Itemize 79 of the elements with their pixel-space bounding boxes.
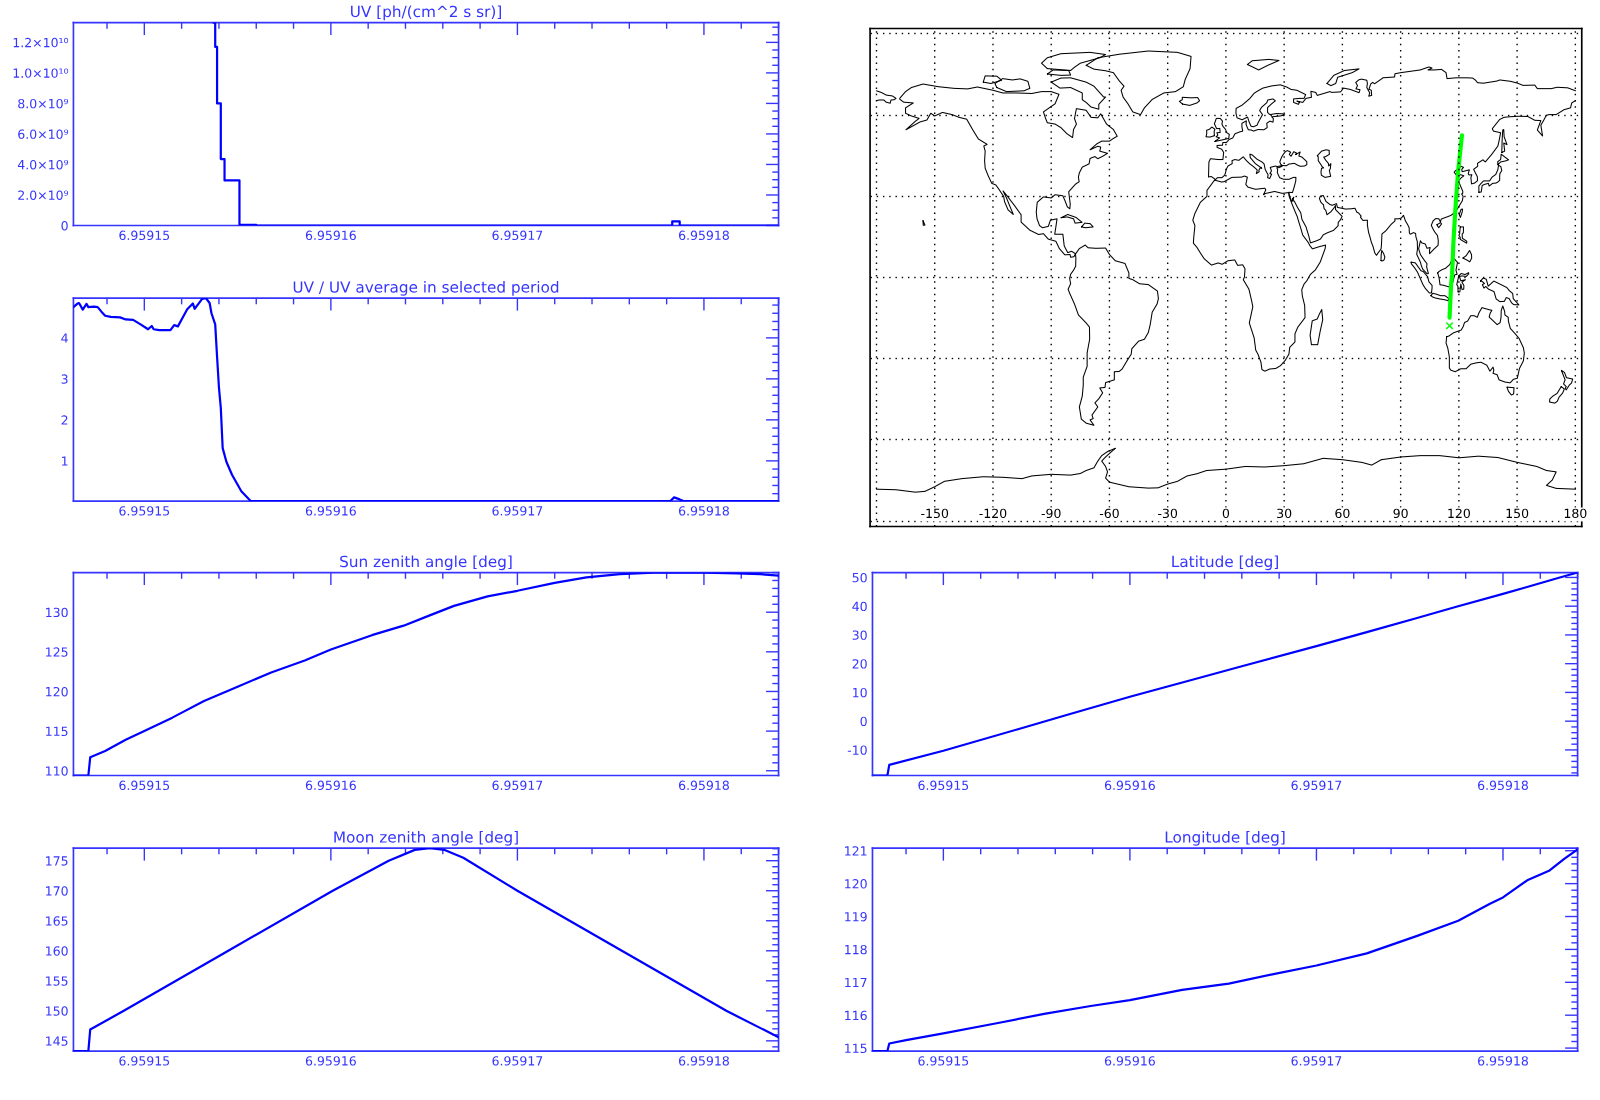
y-tick-label: 4 (61, 333, 68, 343)
y-tick-label: -10 (847, 745, 867, 755)
x-tick-label: 6.95915 (119, 230, 170, 241)
chart-title: UV / UV average in selected period (293, 280, 559, 296)
x-tick-label: 6.95917 (492, 506, 543, 516)
x-tick-label: -90 (1041, 508, 1061, 519)
y-tick-label: 120 (46, 686, 68, 697)
y-tick-label: 1 (62, 456, 68, 466)
x-tick-label: -30 (1158, 508, 1178, 519)
x-tick-label: -60 (1099, 508, 1119, 519)
x-tick-label: 6.95916 (1104, 780, 1155, 791)
y-tick-label: 175 (46, 856, 68, 866)
x-tick-label: 60 (1335, 508, 1350, 519)
y-tick-label: 115 (46, 726, 68, 737)
y-tick-label: 120 (845, 879, 867, 889)
x-tick-label: 150 (1506, 508, 1529, 519)
x-tick-label: 6.95918 (678, 1056, 729, 1066)
y-tick-label: 0 (61, 220, 68, 231)
y-tick-label: 119 (845, 911, 867, 922)
y-tick-label: 170 (46, 886, 68, 896)
y-tick-label: 117 (845, 977, 867, 988)
x-tick-label: 6.95918 (1478, 1056, 1528, 1066)
y-tick-label: 1.2×10¹⁰ (13, 37, 69, 48)
y-tick-label: 10 (853, 687, 867, 698)
x-tick-label: 6.95918 (1478, 780, 1528, 791)
x-tick-label: 6.95915 (119, 506, 170, 516)
y-tick-label: 116 (845, 1010, 867, 1021)
y-tick-label: 6.0×10⁹ (18, 129, 69, 139)
x-tick-label: 6.95916 (305, 230, 356, 241)
x-tick-label: 90 (1393, 508, 1408, 519)
x-tick-label: 0 (1222, 508, 1230, 519)
y-tick-label: 4.0×10⁹ (17, 159, 69, 170)
x-tick-label: 30 (1277, 508, 1292, 519)
x-tick-label: 6.95917 (492, 780, 543, 791)
chart-title: Latitude [deg] (1172, 555, 1278, 571)
chart-title: Moon zenith angle [deg] (334, 830, 518, 846)
x-tick-label: 6.95917 (1291, 1056, 1342, 1066)
y-tick-label: 165 (46, 916, 68, 926)
x-tick-label: 6.95918 (678, 780, 729, 791)
y-tick-label: 1.0×10¹⁰ (13, 68, 69, 78)
x-tick-label: 6.95916 (305, 1056, 356, 1066)
x-tick-label: 6.95917 (492, 1056, 543, 1066)
y-tick-label: 110 (46, 766, 68, 776)
x-tick-label: 180 (1564, 508, 1587, 519)
x-tick-label: 6.95917 (492, 230, 543, 241)
chart-title: UV [ph/(cm^2 s sr)] (351, 5, 501, 21)
x-tick-label: -150 (921, 508, 949, 519)
x-tick-label: 6.95916 (305, 506, 356, 516)
x-tick-label: 6.95915 (918, 1056, 969, 1066)
y-tick-label: 160 (46, 946, 68, 956)
x-tick-label: 6.95915 (119, 1056, 170, 1066)
x-tick-label: 6.95916 (1104, 1056, 1155, 1066)
y-tick-label: 155 (46, 976, 68, 986)
y-tick-label: 30 (852, 630, 867, 640)
x-tick-label: 6.95915 (119, 780, 170, 791)
y-tick-label: 125 (46, 647, 68, 657)
y-tick-label: 3 (61, 374, 68, 384)
y-tick-label: 145 (46, 1036, 68, 1046)
y-tick-label: 115 (845, 1043, 867, 1054)
x-tick-label: 6.95915 (918, 780, 969, 791)
y-tick-label: 20 (852, 659, 867, 669)
x-tick-label: 6.95918 (678, 506, 729, 516)
x-tick-label: 6.95918 (678, 230, 729, 241)
y-tick-label: 130 (46, 607, 68, 618)
x-tick-label: 6.95917 (1291, 780, 1342, 791)
x-tick-label: 120 (1448, 508, 1470, 519)
chart-title: Longitude [deg] (1165, 830, 1285, 846)
x-tick-label: -120 (979, 508, 1007, 519)
y-tick-label: 118 (845, 944, 867, 955)
y-tick-label: 121 (845, 846, 867, 856)
y-tick-label: 2.0×10⁹ (18, 190, 69, 200)
y-tick-label: 50 (852, 572, 867, 583)
y-tick-label: 8.0×10⁹ (18, 98, 69, 109)
y-tick-label: 40 (852, 601, 867, 612)
y-tick-label: 0 (860, 716, 867, 727)
x-tick-label: 6.95916 (305, 780, 356, 791)
y-tick-label: 2 (61, 415, 68, 425)
chart-title: Sun zenith angle [deg] (340, 555, 512, 571)
y-tick-label: 150 (46, 1006, 68, 1016)
